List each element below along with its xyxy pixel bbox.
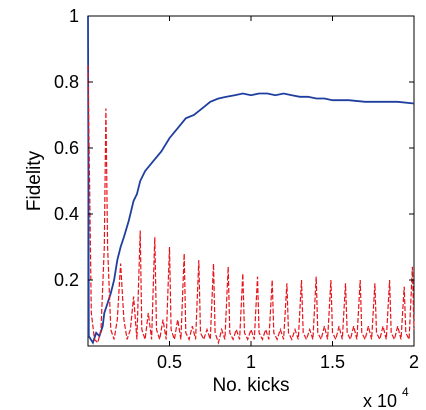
series-layer [87,15,415,345]
x-axis-exponent-power: 4 [402,385,409,399]
tick-layer: 0.5 1 1.5 2 0.2 0.4 0.6 0.8 1 [54,6,419,372]
y-tick-label: 1 [69,6,79,26]
y-tick-label: 0.6 [54,138,79,158]
x-tick-label: 2 [409,352,419,372]
plot-area [87,15,415,347]
x-axis-exponent-label: x 10 [363,391,397,410]
y-tick-label: 0.8 [54,72,79,92]
y-tick-label: 0.4 [54,204,79,224]
x-tick-label: 0.5 [157,352,182,372]
x-axis-label: No. kicks [212,375,289,396]
x-tick-label: 1.5 [320,352,345,372]
series-line-2 [87,65,415,345]
y-tick-label: 0.2 [54,270,79,290]
x-tick-label: 1 [246,352,256,372]
y-axis-label: Fidelity [24,150,45,211]
